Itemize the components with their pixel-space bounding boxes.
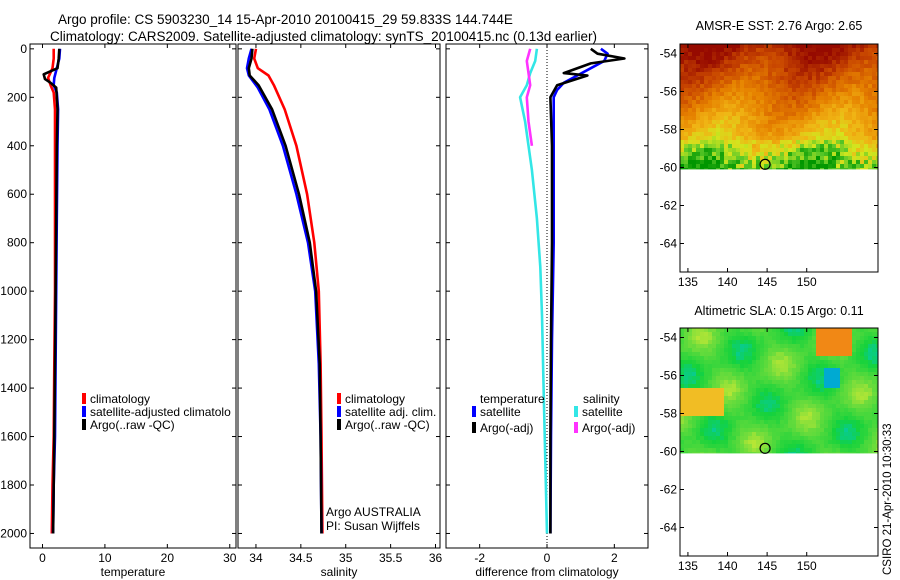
y-tick-label: -54 (660, 47, 678, 61)
map-frame (679, 43, 879, 273)
legend-label: Argo(..raw -QC) (345, 418, 430, 432)
legend-label: satellite (582, 405, 623, 419)
sst-map-title: AMSR-E SST: 2.76 Argo: 2.65 (695, 19, 863, 33)
legend-label: satellite (480, 405, 521, 419)
annotation-text: PI: Susan Wijffels (326, 519, 420, 533)
y-tick-label: -56 (660, 369, 678, 383)
y-tick-label: -54 (660, 331, 678, 345)
x-tick-label: -2 (474, 551, 485, 565)
y-tick-label: 1400 (0, 381, 27, 395)
y-tick-label: -60 (660, 161, 678, 175)
y-tick-label: -58 (660, 123, 678, 137)
x-axis-label: temperature (101, 565, 166, 579)
x-tick-label: 135 (678, 559, 698, 573)
y-tick-label: -62 (660, 483, 678, 497)
y-tick-label: 400 (7, 139, 27, 153)
legend-swatch (337, 393, 341, 404)
figure-title-line-2: Climatology: CARS2009. Satellite-adjuste… (50, 29, 598, 44)
y-tick-label: 200 (7, 90, 27, 104)
x-tick-label: 145 (757, 559, 777, 573)
x-tick-label: 34.5 (289, 551, 313, 565)
sla-map-title: Altimetric SLA: 0.15 Argo: 0.11 (694, 304, 864, 318)
legend-label: climatology (345, 392, 405, 406)
y-tick-label: -60 (660, 445, 678, 459)
legend-heading-salinity: salinity (583, 392, 620, 406)
legend-label: Argo(-adj) (480, 421, 533, 435)
x-axis-label: difference from climatology (475, 565, 618, 579)
x-tick-label: 35 (339, 551, 353, 565)
y-tick-label: 1600 (0, 430, 27, 444)
y-tick-label: 0 (20, 42, 27, 56)
legend-swatch (472, 422, 476, 433)
legend-clip-mask (236, 405, 238, 419)
plot-frame (29, 43, 237, 549)
y-tick-label: 2000 (0, 526, 27, 540)
x-tick-label: 35.5 (379, 551, 403, 565)
series-line-argo-adj--salinity (525, 48, 534, 146)
y-tick-label: 1200 (0, 333, 27, 347)
sla-map-panel: 135 140 145 150 -54 -56 -58 -60 -62 -64 (660, 327, 879, 573)
x-tick-label: 0 (39, 551, 46, 565)
legend-swatch (82, 393, 86, 404)
legend-swatch (82, 406, 86, 417)
annotation-text: Argo AUSTRALIA (326, 505, 421, 519)
sst-field (680, 44, 878, 170)
x-axis-label: salinity (321, 565, 358, 579)
y-tick-label: -64 (660, 521, 678, 535)
x-tick-label: 150 (797, 559, 817, 573)
y-tick-label: -56 (660, 85, 678, 99)
y-tick-label: 800 (7, 236, 27, 250)
legend-label: climatology (90, 392, 150, 406)
profile-panel-1: 0 10 20 30 0 200 400 600 800 1000 1200 1400 1600 1800… (0, 42, 238, 579)
map-frame (679, 327, 879, 557)
series-line-satellite-salinity (518, 48, 549, 534)
legend-swatch (337, 406, 341, 417)
legend-swatch (82, 419, 86, 430)
series-line-argo-raw-qc- (247, 48, 323, 534)
x-tick-label: 34 (249, 551, 263, 565)
legend-swatch (574, 406, 578, 417)
legend-label: Argo(..raw -QC) (90, 418, 175, 432)
x-tick-label: 36 (429, 551, 443, 565)
x-tick-label: 30 (223, 551, 237, 565)
sla-field (680, 328, 878, 454)
x-tick-label: 2 (611, 551, 618, 565)
legend-swatch (472, 406, 476, 417)
x-tick-label: 20 (161, 551, 175, 565)
argo-location-marker (759, 442, 771, 454)
x-tick-label: 140 (718, 559, 738, 573)
figure-title-line-1: Argo profile: CS 5903230_14 15-Apr-2010 … (58, 12, 513, 27)
sst-map-panel: 135 140 145 150 -54 -56 -58 -60 -62 -64 (660, 43, 879, 289)
legend-label: satellite adj. clim. (345, 405, 436, 419)
y-tick-label: 1800 (0, 478, 27, 492)
x-tick-label: 0 (544, 551, 551, 565)
y-tick-label: -62 (660, 199, 678, 213)
legend-label: Argo(-adj) (582, 421, 635, 435)
x-tick-label: 135 (678, 275, 698, 289)
series-line-argo-adj--temperature (549, 47, 626, 534)
y-tick-label: -64 (660, 237, 678, 251)
x-tick-label: 150 (797, 275, 817, 289)
legend-heading-temperature: temperature (480, 392, 545, 406)
plot-frame (237, 43, 441, 549)
x-tick-label: 10 (98, 551, 112, 565)
y-tick-label: -58 (660, 407, 678, 421)
y-tick-label: 1000 (0, 284, 27, 298)
x-tick-label: 140 (718, 275, 738, 289)
argo-location-marker (759, 158, 771, 170)
x-tick-label: 145 (757, 275, 777, 289)
series-line-argo-raw-qc- (42, 48, 61, 534)
legend-swatch (574, 422, 578, 433)
legend-swatch (337, 419, 341, 430)
legend-label: satellite-adjusted climatolo (90, 405, 231, 419)
y-tick-label: 600 (7, 187, 27, 201)
profile-panel-2: 34 34.5 35 35.5 36 salinity climatologysatelli… (237, 43, 443, 579)
